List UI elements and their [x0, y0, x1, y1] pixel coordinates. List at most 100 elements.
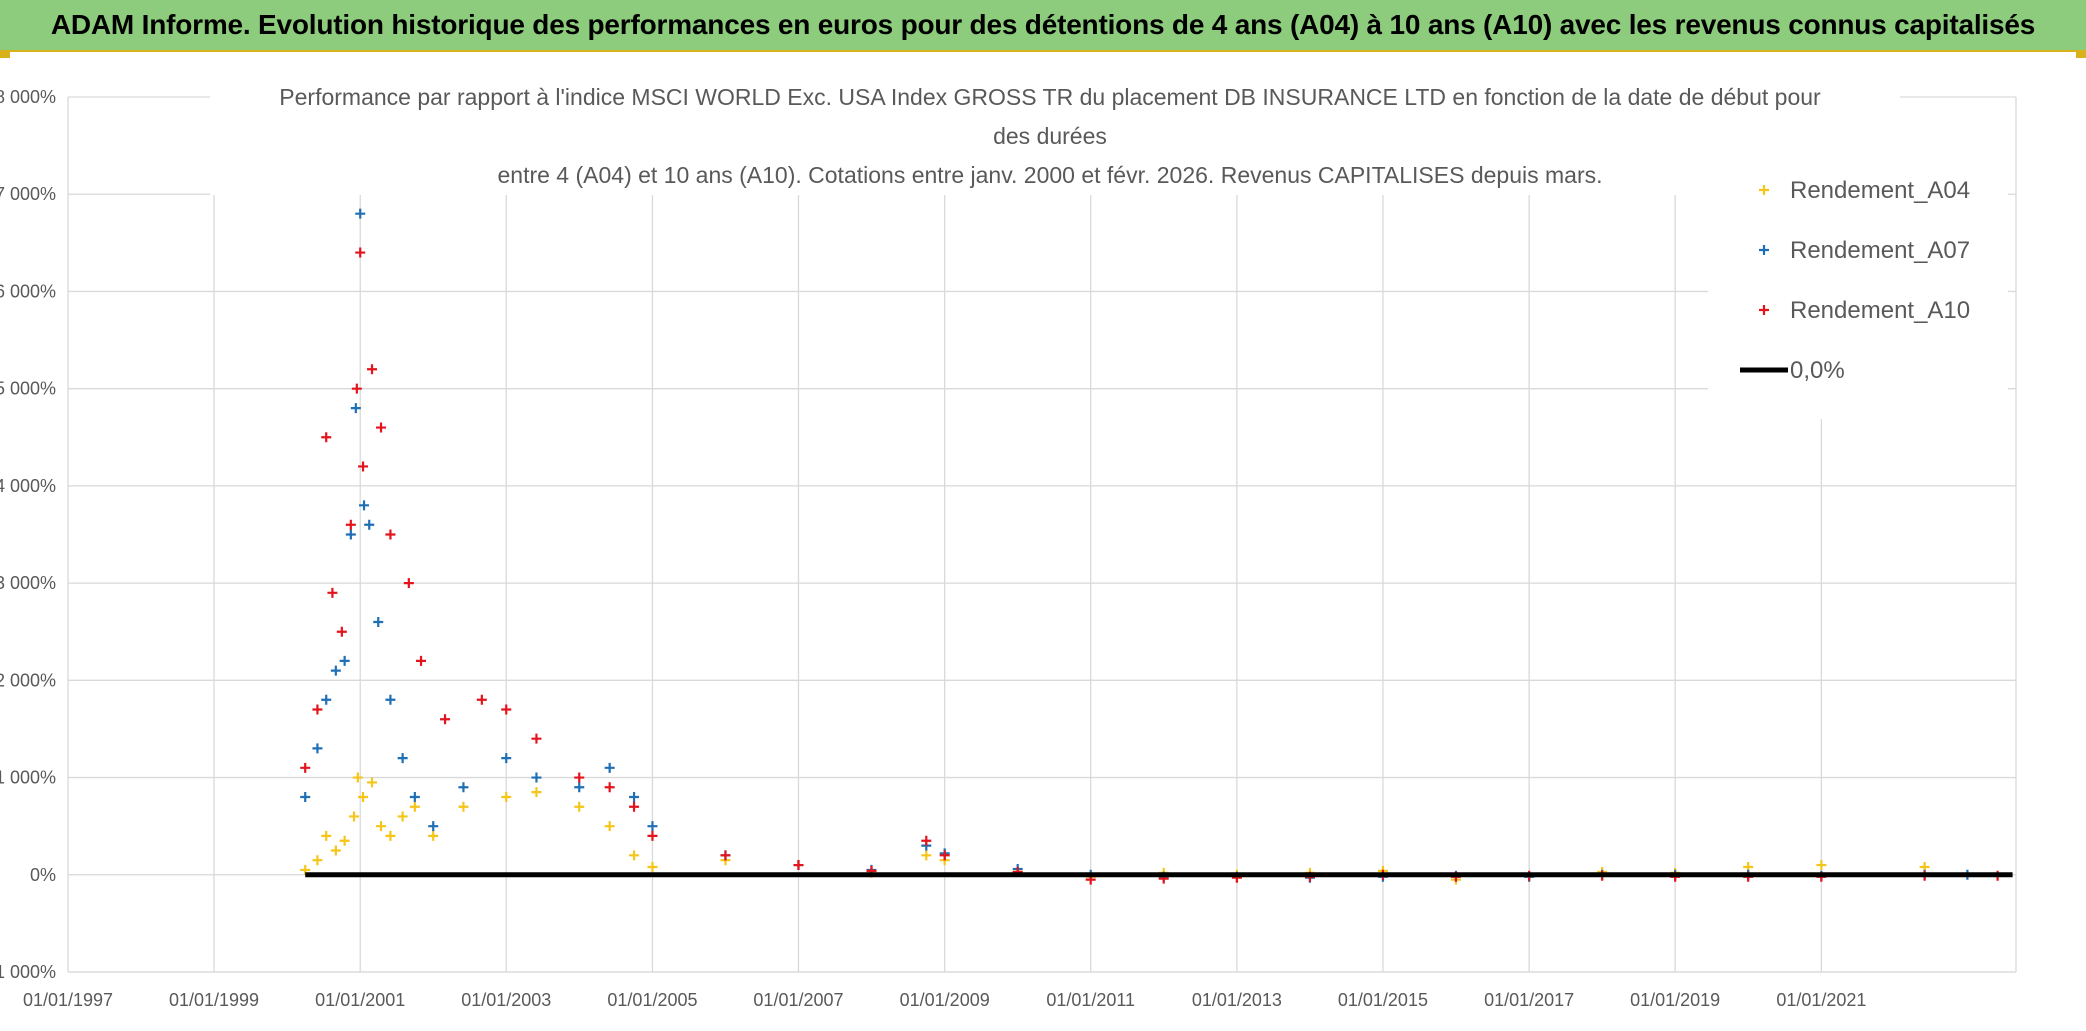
data-point: [321, 432, 332, 443]
y-tick-label: -1 000%: [0, 962, 56, 982]
data-point: [373, 617, 384, 627]
chart-title-line-3: entre 4 (A04) et 10 ans (A10). Cotations…: [497, 162, 1602, 188]
data-point: [458, 801, 469, 812]
axis-labels: -1 000% 0% 1 000% 2 000% 3 000% 4 000% 5 000% 6…: [0, 87, 1866, 1010]
data-point: [321, 830, 332, 841]
data-point: [345, 519, 356, 530]
data-point: [312, 855, 323, 866]
report-title: ADAM Informe. Evolution historique des p…: [50, 9, 2036, 40]
x-tick-label: 01/01/2015: [1338, 990, 1428, 1010]
data-point: [358, 792, 369, 802]
data-point: [428, 830, 439, 841]
data-point: [403, 578, 414, 589]
data-point: [501, 704, 512, 715]
data-point: [629, 792, 640, 802]
grid-layer: [67, 96, 2017, 973]
legend-background: [1708, 133, 2008, 419]
legend-label: Rendement_A10: [1790, 297, 1970, 324]
data-point: [501, 792, 512, 802]
data-point: [397, 753, 408, 764]
data-point: [574, 801, 585, 812]
y-tick-label: 2 000%: [0, 670, 56, 690]
data-point: [355, 247, 366, 258]
data-point: [574, 782, 585, 793]
series-Rendement_A04: [300, 772, 1930, 885]
data-point: [339, 835, 350, 846]
x-tick-label: 01/01/2019: [1630, 990, 1720, 1010]
data-point: [409, 792, 420, 802]
x-tick-label: 01/01/2021: [1776, 990, 1866, 1010]
x-tick-label: 01/01/2007: [753, 990, 843, 1010]
data-point: [376, 821, 387, 832]
data-point: [921, 835, 932, 846]
data-point: [312, 704, 323, 715]
data-point: [416, 655, 427, 666]
legend-marker: [1759, 185, 1769, 195]
data-point: [397, 811, 408, 822]
corner-mark-right: [2076, 52, 2086, 58]
legend-label: Rendement_A04: [1790, 177, 1970, 204]
y-tick-label: 6 000%: [0, 281, 56, 301]
data-point: [355, 208, 366, 219]
data-point: [531, 787, 542, 798]
data-point: [501, 753, 512, 764]
data-point: [345, 529, 356, 540]
data-point: [939, 850, 950, 861]
data-point: [300, 792, 311, 802]
data-point: [349, 811, 360, 822]
y-tick-label: 4 000%: [0, 476, 56, 496]
data-point: [385, 529, 396, 540]
x-tick-label: 01/01/2011: [1046, 990, 1135, 1010]
y-tick-label: 8 000%: [0, 87, 56, 107]
data-point: [367, 777, 378, 788]
chart-title: Performance par rapport à l'indice MSCI …: [279, 84, 1821, 188]
data-point: [409, 801, 420, 812]
data-point: [574, 772, 585, 783]
series-layer: [300, 208, 2013, 885]
x-tick-label: 01/01/2003: [461, 990, 551, 1010]
data-point: [385, 694, 396, 705]
legend-marker: [1759, 305, 1769, 315]
data-point: [359, 500, 370, 511]
x-tick-label: 01/01/2001: [315, 990, 405, 1010]
data-point: [339, 655, 350, 666]
x-tick-label: 01/01/2017: [1484, 990, 1574, 1010]
data-point: [604, 821, 615, 832]
data-point: [793, 860, 804, 871]
data-point: [458, 782, 469, 793]
x-tick-label: 01/01/1999: [169, 990, 259, 1010]
data-point: [358, 461, 369, 472]
data-point: [604, 762, 615, 773]
chart-title-background: [210, 77, 1900, 195]
y-tick-label: 1 000%: [0, 768, 56, 788]
data-point: [351, 383, 362, 394]
data-point: [604, 782, 615, 793]
data-point: [330, 665, 341, 676]
chart-title-line-1: Performance par rapport à l'indice MSCI …: [279, 84, 1821, 110]
legend-label: Rendement_A07: [1790, 237, 1970, 264]
y-tick-label: 3 000%: [0, 573, 56, 593]
data-point: [376, 422, 387, 433]
legend-label: 0,0%: [1790, 357, 1845, 384]
x-tick-label: 01/01/2005: [607, 990, 697, 1010]
data-point: [476, 694, 487, 705]
data-point: [921, 850, 932, 861]
data-point: [312, 743, 323, 754]
x-tick-label: 01/01/2009: [900, 990, 990, 1010]
data-point: [321, 694, 332, 705]
x-tick-label: 01/01/2013: [1192, 990, 1282, 1010]
data-point: [647, 862, 658, 872]
data-point: [385, 830, 396, 841]
data-point: [629, 850, 640, 861]
data-point: [327, 587, 338, 598]
legend: Rendement_A04 Rendement_A07 Rendement_A10 0…: [1708, 133, 2008, 419]
data-point: [300, 762, 311, 773]
y-tick-label: 7 000%: [0, 184, 56, 204]
data-point: [531, 733, 542, 744]
data-point: [364, 519, 375, 530]
data-point: [428, 821, 439, 832]
legend-marker: [1759, 245, 1769, 255]
data-point: [720, 850, 731, 861]
data-point: [350, 403, 361, 414]
